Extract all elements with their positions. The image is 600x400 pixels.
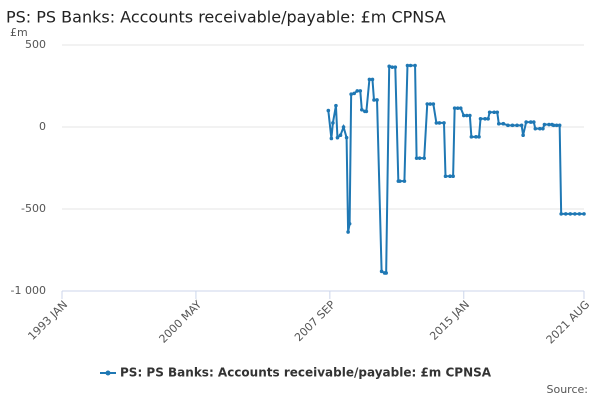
y-tick-label: -1 000 [11,284,46,297]
data-point [408,63,413,68]
data-point [461,113,466,118]
data-point [355,89,360,93]
data-point [559,212,563,216]
data-point [483,117,487,121]
data-point [349,92,353,96]
data-point [443,174,448,178]
y-tick-label: 500 [25,38,46,51]
y-tick-label: -500 [21,202,46,215]
data-point [379,269,384,274]
data-point [442,121,446,125]
data-point [358,89,363,93]
data-point [521,133,525,137]
data-point [437,121,442,125]
data-point [387,64,392,69]
data-point [469,135,474,139]
data-point [492,110,497,115]
data-point [398,179,402,183]
data-point [524,120,528,124]
legend-label: PS: PS Banks: Accounts receivable/payabl… [120,366,492,380]
data-point [334,103,338,108]
data-point [431,102,436,106]
data-point [577,212,582,216]
data-point [465,113,469,118]
data-point [326,108,331,113]
x-tick-label: 2007 SEP [292,298,338,344]
data-point [422,156,427,160]
data-point [390,65,395,69]
x-tick-label: 1993 JAN [25,298,70,343]
series-line [327,64,584,274]
data-point [346,230,350,234]
data-point [360,107,364,112]
data-point [554,123,559,128]
data-point [495,110,500,115]
x-tick-label: 2000 MAY [157,298,205,346]
data-point [533,126,538,131]
y-axis-unit: £m [10,26,28,39]
data-point [344,135,349,140]
data-point [417,156,422,160]
data-point [367,77,372,82]
data-point [501,121,506,126]
data-point [425,102,430,106]
data-point [531,120,536,124]
data-point [487,110,492,115]
data-point [375,98,379,102]
data-point [329,136,334,141]
data-point [478,117,483,121]
data-point [448,174,452,178]
data-point [393,65,398,69]
data-point [458,106,463,110]
data-point [510,123,515,128]
x-tick-label: 2015 JAN [427,298,472,343]
chart-title: PS: PS Banks: Accounts receivable/payabl… [6,8,446,27]
data-point [413,63,417,68]
data-point [538,126,542,131]
data-point [405,63,410,68]
data-point [384,271,388,275]
data-point [468,113,472,118]
data-point [541,126,545,131]
data-point [452,106,457,110]
data-point [528,120,533,124]
legend-marker [105,370,111,376]
data-point [557,123,562,128]
data-point [568,212,573,216]
data-point [414,156,419,160]
data-point [402,179,407,183]
data-point [372,98,376,102]
data-point [341,125,346,129]
data-point [451,174,455,178]
data-point [364,109,369,114]
data-point [455,106,460,110]
data-point [515,123,519,128]
data-point [335,135,340,140]
y-tick-label: 0 [39,120,46,133]
data-point [474,135,478,139]
data-point [573,212,577,216]
data-point [347,221,352,226]
x-tick-label: 2021 AUG [544,298,593,347]
data-point [563,212,568,216]
data-point [551,123,556,128]
source: Source: [547,383,589,396]
data-point [582,212,586,216]
data-point [331,121,335,125]
data-point [477,135,481,139]
data-point [352,91,356,96]
data-point [542,122,547,127]
data-point [338,133,343,137]
data-point [496,121,501,126]
data-point [486,117,490,121]
data-point [428,102,433,106]
data-point [434,121,439,125]
data-point [519,123,524,128]
data-point [506,123,510,128]
data-point [370,77,375,82]
data-point [547,122,551,127]
